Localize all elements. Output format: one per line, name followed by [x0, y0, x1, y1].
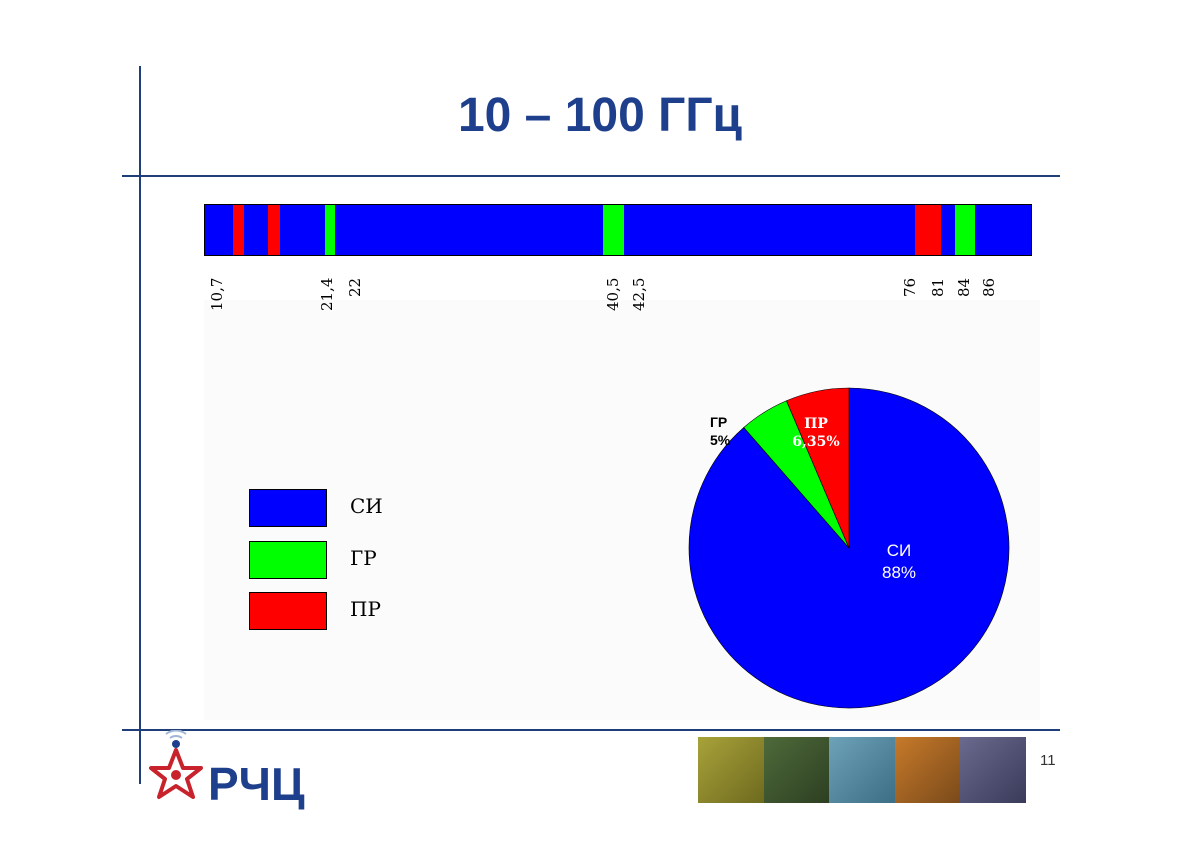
rchts-logo: РЧЦ [149, 730, 305, 810]
legend-swatch-gr [249, 541, 327, 579]
band-segment-11 [954, 205, 976, 255]
band-segment-2 [243, 205, 269, 255]
frequency-allocation-bar [204, 204, 1032, 256]
band-segment-9 [915, 205, 942, 255]
tick-label: 22 [346, 277, 364, 297]
legend-label-pr: ПР [350, 597, 381, 621]
pie-label-gr-name: ГР [710, 414, 728, 430]
band-segment-10 [941, 205, 956, 255]
pie-label-gr-value: 5% [710, 432, 731, 448]
photo-building [829, 737, 895, 803]
frame-vertical-line [139, 66, 141, 784]
photo-industry [698, 737, 764, 803]
band-segment-1 [232, 205, 245, 255]
pie-label-pr-value: 6,35% [792, 434, 840, 450]
pie-label-gr: ГР 5% [710, 413, 750, 449]
footer-photo-strip [698, 737, 1026, 803]
pie-label-si-value: 88% [881, 563, 917, 582]
band-segment-8 [623, 205, 916, 255]
page-number: 11 [1040, 752, 1056, 769]
band-segment-6 [335, 205, 604, 255]
chart-pane [204, 300, 1040, 720]
logo-emblem-icon [149, 730, 203, 799]
legend-label-si: СИ [350, 494, 383, 518]
pie-label-pr: ПР 6,35% [784, 415, 848, 451]
tick-label: 40,5 [604, 277, 622, 311]
band-segment-0 [205, 205, 234, 255]
legend-swatch-pr [249, 592, 327, 630]
photo-soldier [763, 737, 830, 803]
tick-label: 84 [955, 277, 973, 297]
tick-label: 81 [929, 277, 947, 297]
tick-label: 42,5 [630, 277, 648, 311]
band-segment-12 [975, 205, 1031, 255]
photo-refinery [894, 737, 961, 803]
photo-person [960, 737, 1026, 803]
title-divider-line [122, 175, 1060, 177]
tick-label: 76 [901, 277, 919, 297]
logo-text: РЧЦ [208, 758, 305, 810]
pie-label-si-name: СИ [886, 541, 912, 560]
footer-divider-line [122, 729, 1060, 731]
band-segment-3 [268, 205, 281, 255]
band-segment-7 [603, 205, 624, 255]
tick-label: 21,4 [318, 277, 336, 311]
tick-label: 86 [980, 277, 998, 297]
tick-label: 10,7 [208, 277, 226, 311]
band-segment-5 [325, 205, 336, 255]
pie-label-pr-name: ПР [804, 416, 828, 432]
slide-title: 10 – 100 ГГц [457, 89, 743, 142]
pie-label-si: СИ 88% [868, 540, 930, 584]
legend-swatch-si [249, 489, 327, 527]
band-segment-4 [280, 205, 326, 255]
legend-label-gr: ГР [350, 546, 377, 570]
